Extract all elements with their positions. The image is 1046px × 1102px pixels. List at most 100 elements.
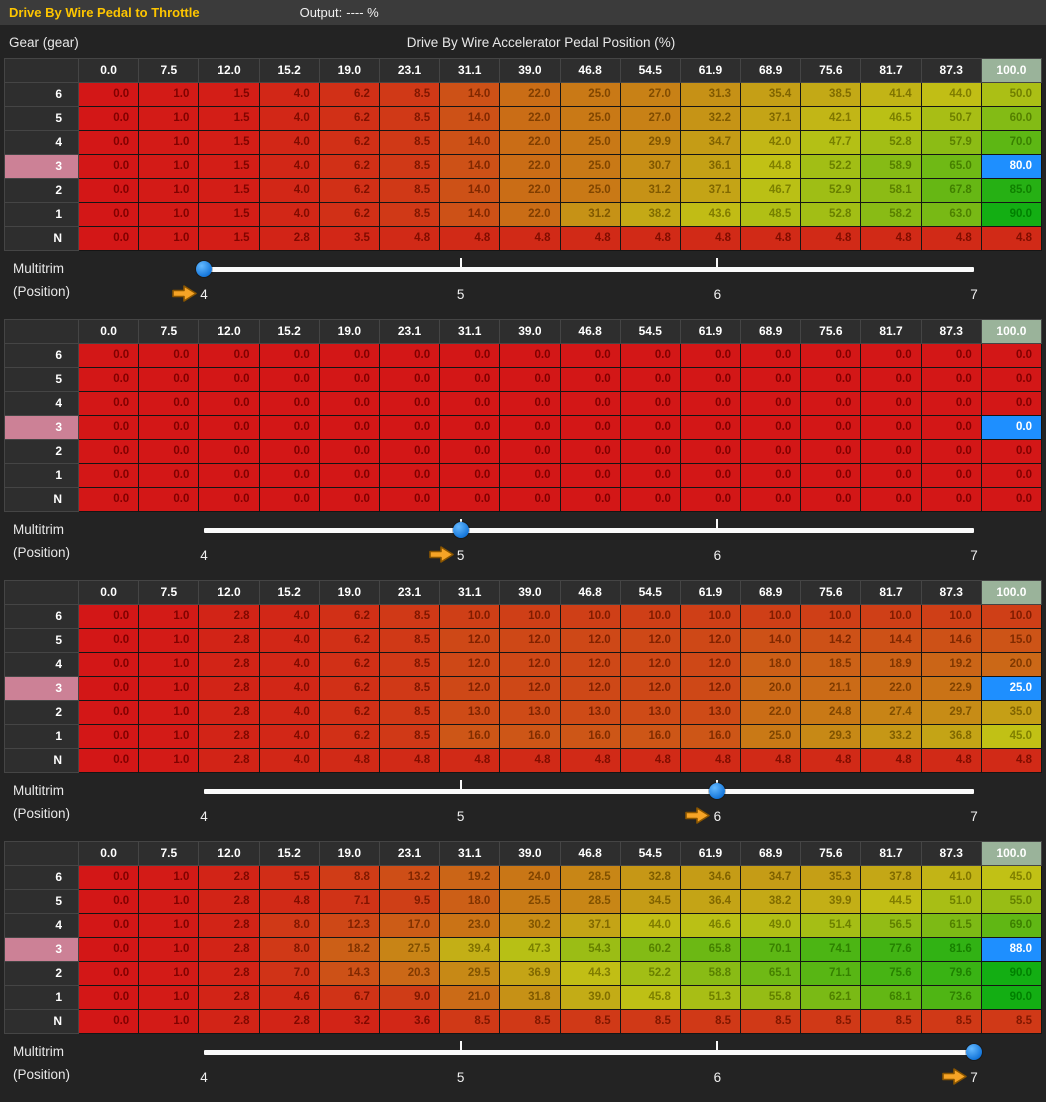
map-cell[interactable]: 10.0 xyxy=(439,604,501,629)
map-cell[interactable]: 4.8 xyxy=(800,226,862,251)
row-header[interactable]: 6 xyxy=(4,343,79,368)
map-cell[interactable]: 0.0 xyxy=(198,487,260,512)
map-cell[interactable]: 4.8 xyxy=(740,226,802,251)
map-cell[interactable]: 60.0 xyxy=(980,106,1043,131)
row-header[interactable]: 4 xyxy=(4,130,79,155)
map-cell[interactable]: 0.0 xyxy=(800,439,862,464)
map-cell[interactable]: 25.0 xyxy=(559,82,621,107)
map-cell[interactable]: 1.0 xyxy=(138,130,200,155)
map-cell[interactable]: 0.0 xyxy=(258,439,320,464)
map-cell[interactable]: 0.0 xyxy=(77,724,140,749)
map-cell[interactable]: 81.6 xyxy=(920,937,982,962)
col-header[interactable]: 68.9 xyxy=(740,319,802,344)
map-cell[interactable]: 1.0 xyxy=(138,865,200,890)
map-cell[interactable]: 0.0 xyxy=(318,415,380,440)
map-cell[interactable]: 0.0 xyxy=(77,628,140,653)
map-cell[interactable]: 29.3 xyxy=(800,724,862,749)
map-cell[interactable]: 47.3 xyxy=(499,937,561,962)
map-cell[interactable]: 4.0 xyxy=(258,604,320,629)
map-cell[interactable]: 8.0 xyxy=(258,937,320,962)
col-header[interactable]: 87.3 xyxy=(920,319,982,344)
map-cell[interactable]: 42.0 xyxy=(740,130,802,155)
col-header[interactable]: 100.0 xyxy=(980,580,1043,605)
col-header[interactable]: 54.5 xyxy=(619,319,681,344)
map-cell[interactable]: 2.8 xyxy=(198,985,260,1010)
row-header[interactable]: N xyxy=(4,1009,79,1034)
map-cell[interactable]: 0.0 xyxy=(258,487,320,512)
map-cell[interactable]: 0.0 xyxy=(619,391,681,416)
map-cell[interactable]: 0.0 xyxy=(138,487,200,512)
map-cell[interactable]: 0.0 xyxy=(77,130,140,155)
map-cell[interactable]: 12.0 xyxy=(499,676,561,701)
map-cell[interactable]: 8.5 xyxy=(378,676,441,701)
map-cell[interactable]: 0.0 xyxy=(740,391,802,416)
map-cell[interactable]: 18.5 xyxy=(800,652,862,677)
map-cell[interactable]: 29.7 xyxy=(920,700,982,725)
map-cell[interactable]: 90.0 xyxy=(980,961,1043,986)
map-cell[interactable]: 4.0 xyxy=(258,628,320,653)
row-header[interactable]: 5 xyxy=(4,106,79,131)
slider-track[interactable] xyxy=(204,1050,974,1055)
map-cell[interactable]: 0.0 xyxy=(439,487,501,512)
col-header[interactable]: 19.0 xyxy=(318,319,380,344)
map-cell[interactable]: 68.1 xyxy=(860,985,922,1010)
map-cell[interactable]: 0.0 xyxy=(679,343,742,368)
map-cell[interactable]: 0.0 xyxy=(318,463,380,488)
map-cell[interactable]: 12.0 xyxy=(559,628,621,653)
slider-handle[interactable] xyxy=(709,783,726,799)
map-cell[interactable]: 7.1 xyxy=(318,889,380,914)
map-cell[interactable]: 38.2 xyxy=(619,202,681,227)
map-cell[interactable]: 12.0 xyxy=(439,676,501,701)
map-cell[interactable]: 14.0 xyxy=(439,154,501,179)
row-header[interactable]: 4 xyxy=(4,391,79,416)
map-cell[interactable]: 6.2 xyxy=(318,130,380,155)
map-cell[interactable]: 22.0 xyxy=(499,154,561,179)
map-cell[interactable]: 20.0 xyxy=(740,676,802,701)
map-cell[interactable]: 0.0 xyxy=(318,343,380,368)
map-cell[interactable]: 15.0 xyxy=(980,628,1043,653)
map-cell[interactable]: 33.2 xyxy=(860,724,922,749)
map-cell[interactable]: 0.0 xyxy=(198,391,260,416)
col-header[interactable]: 23.1 xyxy=(378,58,441,83)
map-cell[interactable]: 36.9 xyxy=(499,961,561,986)
map-cell[interactable]: 47.7 xyxy=(800,130,862,155)
map-cell[interactable]: 14.0 xyxy=(439,178,501,203)
col-header[interactable]: 39.0 xyxy=(499,841,561,866)
map-cell[interactable]: 8.5 xyxy=(740,1009,802,1034)
map-cell[interactable]: 0.0 xyxy=(258,415,320,440)
map-cell[interactable]: 88.0 xyxy=(980,937,1043,962)
map-cell[interactable]: 6.2 xyxy=(318,676,380,701)
map-cell[interactable]: 0.0 xyxy=(920,487,982,512)
map-cell[interactable]: 14.0 xyxy=(439,82,501,107)
col-header[interactable]: 61.9 xyxy=(679,841,742,866)
map-cell[interactable]: 0.0 xyxy=(378,463,441,488)
map-cell[interactable]: 0.0 xyxy=(499,415,561,440)
map-cell[interactable]: 14.6 xyxy=(920,628,982,653)
map-cell[interactable]: 6.2 xyxy=(318,154,380,179)
map-cell[interactable]: 52.8 xyxy=(800,202,862,227)
row-header[interactable]: 6 xyxy=(4,865,79,890)
map-cell[interactable]: 39.9 xyxy=(800,889,862,914)
map-cell[interactable]: 9.5 xyxy=(378,889,441,914)
map-cell[interactable]: 37.8 xyxy=(860,865,922,890)
map-cell[interactable]: 8.5 xyxy=(378,82,441,107)
map-cell[interactable]: 4.8 xyxy=(378,748,441,773)
map-cell[interactable]: 0.0 xyxy=(77,343,140,368)
map-cell[interactable]: 0.0 xyxy=(138,439,200,464)
map-cell[interactable]: 1.0 xyxy=(138,202,200,227)
col-header[interactable]: 100.0 xyxy=(980,58,1043,83)
map-cell[interactable]: 1.0 xyxy=(138,913,200,938)
map-cell[interactable]: 54.3 xyxy=(559,937,621,962)
map-cell[interactable]: 12.0 xyxy=(439,652,501,677)
map-cell[interactable]: 34.6 xyxy=(679,865,742,890)
map-cell[interactable]: 0.0 xyxy=(77,154,140,179)
row-header[interactable]: 3 xyxy=(4,676,79,701)
map-cell[interactable]: 0.0 xyxy=(198,415,260,440)
map-cell[interactable]: 44.3 xyxy=(559,961,621,986)
map-cell[interactable]: 6.2 xyxy=(318,82,380,107)
map-cell[interactable]: 8.5 xyxy=(499,1009,561,1034)
map-cell[interactable]: 36.8 xyxy=(920,724,982,749)
map-cell[interactable]: 58.2 xyxy=(860,202,922,227)
map-cell[interactable]: 4.8 xyxy=(619,226,681,251)
map-cell[interactable]: 60.2 xyxy=(619,937,681,962)
